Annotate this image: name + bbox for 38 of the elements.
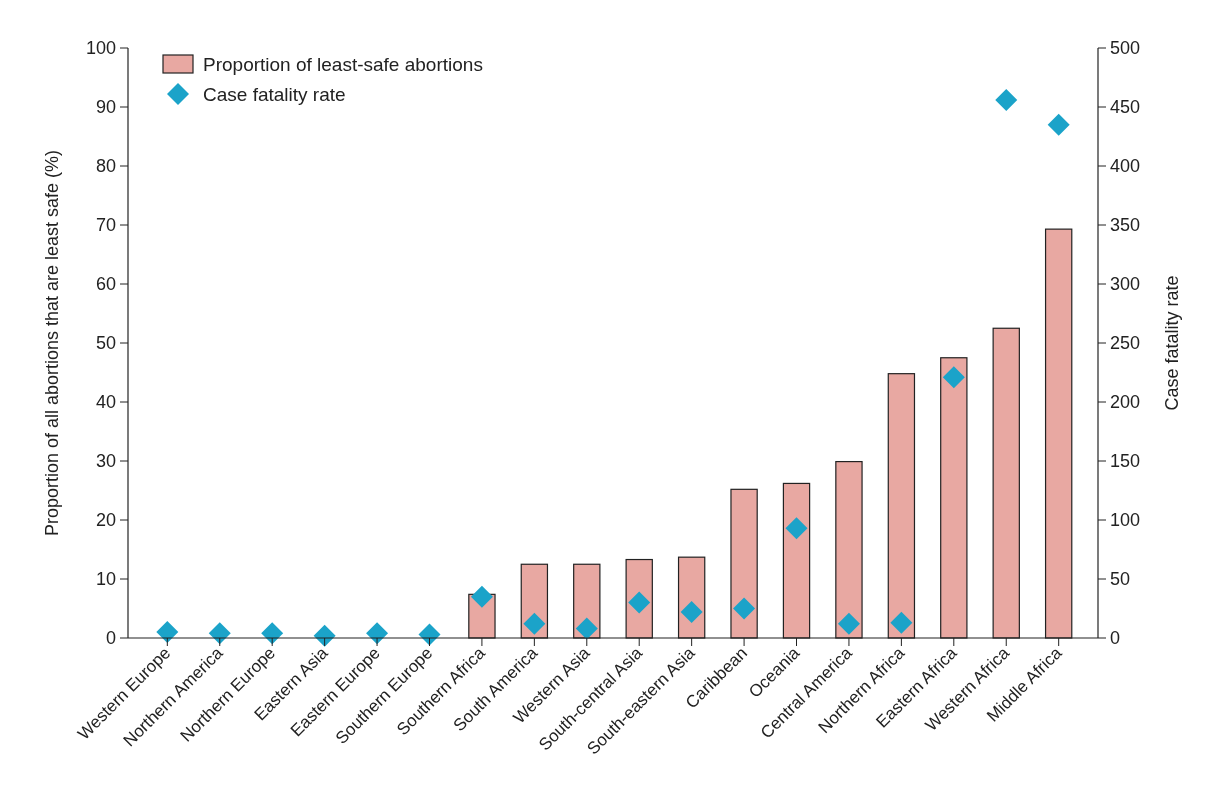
y-tick-label: 90 xyxy=(95,97,116,118)
point xyxy=(575,617,598,640)
legend-label: Proportion of least-safe abortions xyxy=(203,53,483,75)
point xyxy=(733,597,756,620)
y-tick-label: 20 xyxy=(95,510,116,531)
y2-tick-label: 50 xyxy=(1110,569,1131,590)
y2-tick-label: 500 xyxy=(1110,38,1141,59)
y-tick-label: 80 xyxy=(95,156,116,177)
point xyxy=(890,611,913,634)
y2-tick-label: 200 xyxy=(1110,392,1141,413)
y-tick-label: 0 xyxy=(105,628,116,649)
y2-tick-label: 0 xyxy=(1110,628,1121,649)
y2-tick-label: 100 xyxy=(1110,510,1141,531)
y2-tick-label: 450 xyxy=(1110,97,1141,118)
y-axis-title: Proportion of all abortions that are least safe (%) xyxy=(42,149,62,537)
y-tick-label: 30 xyxy=(95,451,116,472)
point xyxy=(523,612,546,635)
point xyxy=(837,612,860,635)
point xyxy=(995,88,1018,111)
y-tick-label: 40 xyxy=(95,392,116,413)
point xyxy=(680,601,703,624)
y2-tick-label: 150 xyxy=(1110,451,1141,472)
legend-label: Case fatality rate xyxy=(203,83,346,105)
y2-axis-title: Case fatality rate xyxy=(1162,275,1182,411)
point xyxy=(1047,113,1070,136)
y-tick-label: 10 xyxy=(95,569,116,590)
y2-tick-label: 250 xyxy=(1110,333,1141,354)
y-tick-label: 60 xyxy=(95,274,116,295)
y2-tick-label: 350 xyxy=(1110,215,1141,236)
point xyxy=(470,585,493,608)
y2-tick-label: 400 xyxy=(1110,156,1141,177)
point xyxy=(156,621,179,644)
y-tick-label: 70 xyxy=(95,215,116,236)
y-tick-label: 100 xyxy=(85,38,116,59)
y-tick-label: 50 xyxy=(95,333,116,354)
point xyxy=(785,517,808,540)
point xyxy=(942,366,965,389)
y2-tick-label: 300 xyxy=(1110,274,1141,295)
